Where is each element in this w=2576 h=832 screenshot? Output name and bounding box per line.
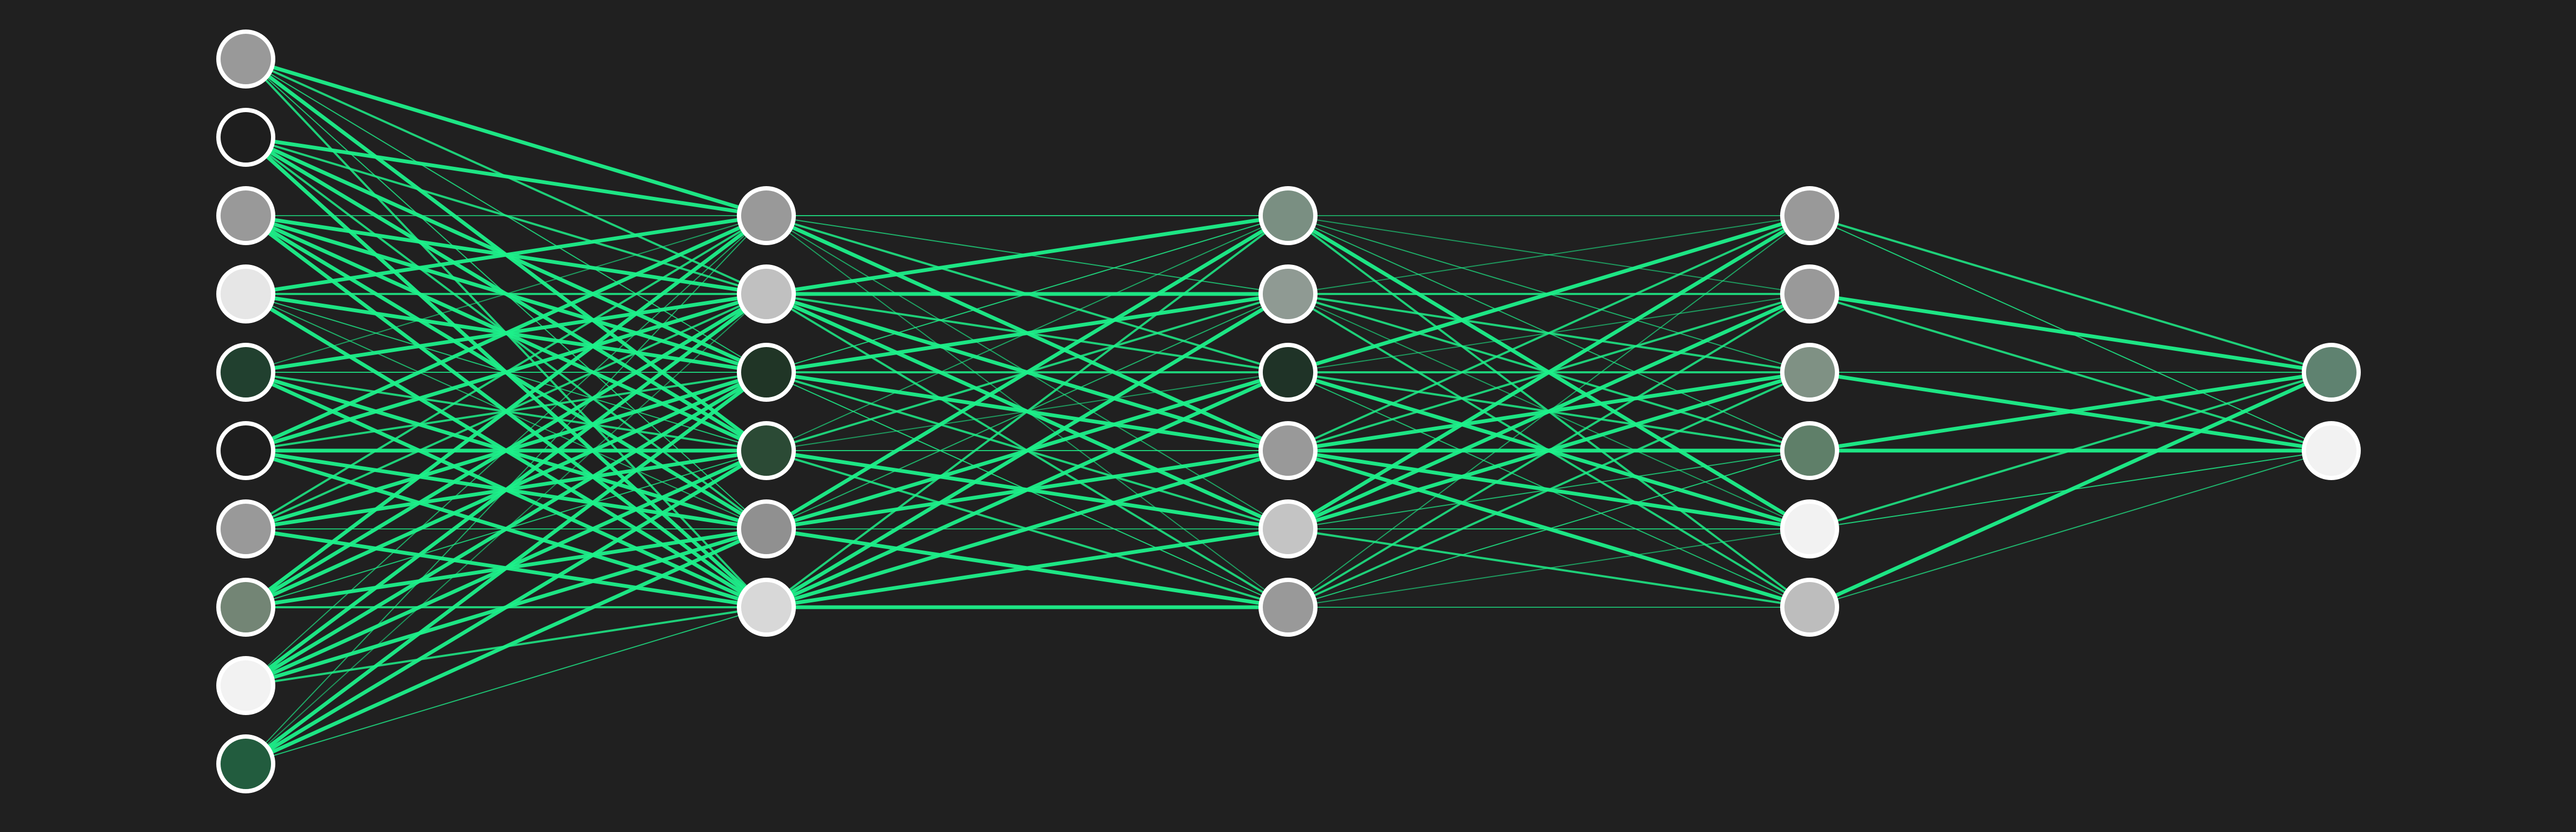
neuron-layer-2-3 xyxy=(737,343,796,402)
connection-3-6-to-4-3 xyxy=(1287,371,1811,608)
connection-1-10-to-2-1 xyxy=(245,215,767,764)
connection-4-6-to-5-2 xyxy=(1809,450,2332,608)
connection-1-10-to-2-4 xyxy=(244,448,769,766)
connection-3-6-to-4-4 xyxy=(1287,450,1810,608)
connection-4-5-to-5-1 xyxy=(1809,371,2332,530)
neuron-layer-5-1 xyxy=(2302,343,2361,402)
connection-3-5-to-4-1 xyxy=(1286,213,1812,531)
neuron-layer-3-1 xyxy=(1258,186,1318,245)
neuron-layer-1-6 xyxy=(216,421,275,480)
neuron-layer-3-5 xyxy=(1258,499,1318,558)
connection-4-4-to-5-1 xyxy=(1807,370,2333,453)
neurons-group xyxy=(216,30,2361,793)
neuron-layer-1-10 xyxy=(216,734,275,793)
neuron-layer-4-4 xyxy=(1780,421,1839,480)
neuron-layer-2-2 xyxy=(737,264,796,323)
connection-2-6-to-3-3 xyxy=(764,370,1290,609)
connection-3-3-to-4-1 xyxy=(1286,213,1812,374)
neuron-layer-1-7 xyxy=(216,499,275,558)
connection-4-6-to-5-1 xyxy=(1807,370,2333,609)
neuron-layer-1-8 xyxy=(216,578,275,637)
neuron-layer-1-1 xyxy=(216,30,275,89)
connection-3-6-to-4-1 xyxy=(1287,215,1810,608)
neuron-layer-3-2 xyxy=(1258,264,1318,323)
connection-3-2-to-4-1 xyxy=(1287,215,1810,294)
connections-group xyxy=(244,57,2333,766)
neuron-layer-4-5 xyxy=(1780,499,1839,558)
neuron-layer-3-6 xyxy=(1258,578,1318,637)
connection-2-6-to-3-5 xyxy=(764,527,1290,609)
connection-3-6-to-4-5 xyxy=(1287,528,1810,608)
connection-1-5-to-2-1 xyxy=(245,215,767,373)
connection-1-10-to-2-6 xyxy=(245,607,767,764)
neuron-layer-2-6 xyxy=(737,578,796,637)
neuron-layer-1-2 xyxy=(216,108,275,167)
neuron-layer-4-1 xyxy=(1780,186,1839,245)
neuron-layer-1-9 xyxy=(216,656,275,715)
connection-3-4-to-4-1 xyxy=(1287,215,1811,452)
connection-2-3-to-3-1 xyxy=(766,215,1289,373)
connection-2-4-to-3-1 xyxy=(766,215,1289,451)
connection-1-10-to-2-5 xyxy=(244,527,769,766)
connection-1-10-to-2-2 xyxy=(245,293,767,764)
neuron-layer-2-1 xyxy=(737,186,796,245)
connection-2-6-to-3-4 xyxy=(764,448,1290,609)
connection-1-1-to-2-1 xyxy=(244,57,769,218)
connection-1-10-to-2-3 xyxy=(244,370,769,766)
neuron-layer-2-5 xyxy=(737,499,796,558)
connection-1-2-to-2-1 xyxy=(244,135,769,218)
connection-2-5-to-3-1 xyxy=(764,213,1290,531)
neuron-layer-5-2 xyxy=(2302,421,2361,480)
connection-1-4-to-2-1 xyxy=(244,213,769,296)
connection-2-6-to-3-2 xyxy=(764,292,1290,609)
neuron-layer-4-6 xyxy=(1780,578,1839,637)
connection-3-6-to-4-2 xyxy=(1287,293,1811,608)
neuron-layer-2-4 xyxy=(737,421,796,480)
connection-1-9-to-2-1 xyxy=(245,215,767,686)
connection-4-2-to-5-1 xyxy=(1807,292,2333,374)
neuron-layer-1-3 xyxy=(216,186,275,245)
connection-1-6-to-2-1 xyxy=(244,213,769,453)
neuron-layer-1-4 xyxy=(216,264,275,323)
connection-1-8-to-2-1 xyxy=(244,213,769,609)
connection-2-2-to-3-1 xyxy=(764,213,1290,296)
neuron-layer-3-4 xyxy=(1258,421,1318,480)
neuron-layer-4-2 xyxy=(1780,264,1839,323)
connection-2-6-to-3-1 xyxy=(765,215,1289,608)
connection-4-1-to-5-1 xyxy=(1809,215,2332,373)
neuron-layer-1-5 xyxy=(216,343,275,402)
neuron-layer-3-3 xyxy=(1258,343,1318,402)
connection-1-7-to-2-1 xyxy=(245,215,767,530)
neuron-layer-4-3 xyxy=(1780,343,1839,402)
